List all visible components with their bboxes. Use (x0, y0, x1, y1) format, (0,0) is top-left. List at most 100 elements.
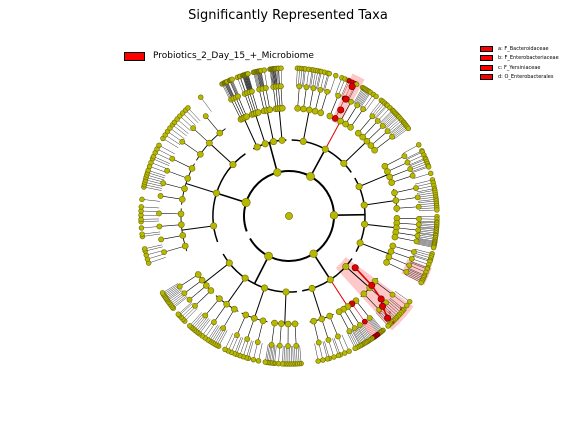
taxon-node (206, 139, 213, 147)
tree-branch (275, 68, 278, 87)
taxon-node (326, 312, 333, 320)
tree-branch (197, 318, 210, 333)
taxon-node (416, 142, 422, 148)
tree-branch (345, 266, 371, 289)
taxon-node (326, 276, 334, 284)
tree-branch (244, 93, 253, 115)
taxon-node (404, 159, 411, 166)
clade-legend-item-b: b: F_Enterobacteriaceae (480, 54, 559, 64)
taxon-node (181, 290, 188, 297)
tree-branch (278, 86, 281, 109)
highlighted-taxon-node (351, 264, 359, 272)
taxon-node (300, 105, 307, 113)
tree-branch (416, 239, 435, 244)
tree-arc (196, 271, 214, 294)
tree-branch (189, 285, 207, 300)
tree-branch (362, 322, 374, 339)
tree-branch (164, 245, 186, 253)
tree-branch (257, 71, 262, 90)
tree-branch (355, 327, 366, 344)
tree-branch (418, 209, 437, 211)
tree-branch (182, 141, 201, 155)
tree-branch (369, 317, 382, 332)
tree-branch (163, 284, 179, 295)
tree-branch (226, 81, 235, 99)
highlighted-taxon-node (379, 302, 387, 310)
taxon-node (177, 210, 185, 218)
tree-branch (258, 343, 263, 361)
tree-branch (167, 290, 183, 301)
legend-swatch (124, 51, 145, 61)
clade-legend-label: b: F_Enterobacteriaceae (498, 55, 559, 62)
taxon-node (324, 88, 331, 95)
taxon-node (371, 146, 378, 154)
tree-branch (174, 122, 189, 134)
taxon-node (337, 117, 344, 125)
tree-branch (387, 300, 402, 313)
tree-branch (149, 166, 167, 173)
taxon-node (192, 302, 198, 309)
tree-branch (179, 274, 199, 287)
taxon-node (138, 225, 145, 231)
taxon-node (250, 356, 257, 363)
tree-branch (324, 73, 330, 91)
tree-branch (317, 71, 322, 90)
taxon-node (369, 113, 376, 120)
tree-branch (386, 118, 401, 131)
clade-legend-label: c: F_Yersiniaceae (498, 64, 541, 71)
tree-branch (147, 172, 165, 179)
tree-branch (166, 289, 182, 300)
tree-branch (205, 298, 220, 316)
tree-branch (187, 107, 201, 122)
tree-branch (258, 89, 265, 111)
taxon-node (293, 342, 300, 349)
tree-branch (392, 245, 415, 253)
tree-branch (269, 69, 273, 88)
tree-branch (358, 173, 389, 188)
tree-branch (370, 130, 388, 146)
taxon-node (414, 194, 421, 201)
tree-branch (312, 70, 316, 89)
tree-branch (298, 68, 300, 87)
taxon-node (381, 162, 389, 170)
tree-branch (172, 295, 187, 308)
taxon-node (296, 83, 303, 90)
taxon-node (308, 284, 316, 292)
tree-branch (275, 86, 279, 109)
tree-branch (146, 174, 165, 181)
tree-branch (253, 287, 266, 319)
tree-branch (297, 86, 300, 109)
tree-branch (222, 83, 232, 100)
tree-branch (384, 155, 405, 167)
highlighted-branch (354, 267, 373, 286)
tree-branch (180, 304, 195, 318)
tree-branch (181, 225, 214, 231)
tree-branch (224, 82, 234, 99)
tree-branch (357, 326, 368, 342)
clade-letters: a b c d (379, 306, 402, 325)
tree-branch (375, 105, 388, 120)
tree-branch (355, 300, 370, 319)
tree-branch (409, 265, 426, 273)
tree-branch (283, 345, 285, 364)
tree-branch (411, 258, 429, 265)
tree-branch (384, 115, 399, 129)
tree-branch (416, 188, 435, 193)
tree-branch (363, 322, 375, 338)
taxon-node (294, 105, 301, 112)
taxon-node (401, 153, 408, 159)
tree-branch (255, 71, 260, 90)
tree-branch (409, 159, 426, 167)
tree-branch (395, 232, 418, 237)
tree-branch (239, 76, 247, 94)
tree-branch (216, 329, 226, 346)
tree-branch (396, 227, 419, 231)
tree-branch (209, 325, 220, 342)
tree-branch (418, 230, 437, 234)
clade-legend: a: F_Bacteroidaceae b: F_Enterobacteriac… (480, 44, 559, 82)
taxon-node (335, 92, 342, 99)
taxon-node (229, 76, 235, 83)
tree-branch (230, 99, 242, 120)
tree-branch (242, 75, 249, 93)
